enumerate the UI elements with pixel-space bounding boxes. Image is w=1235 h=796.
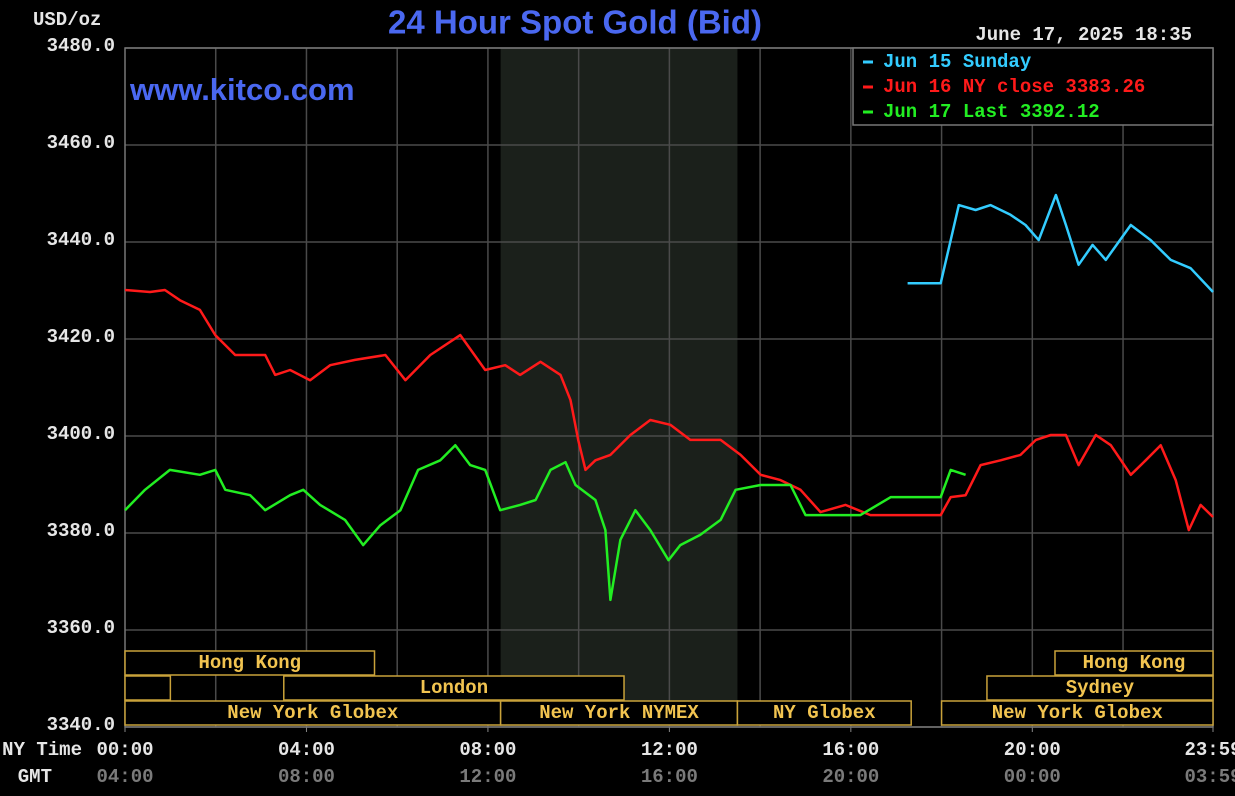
session-label: New York Globex (992, 702, 1163, 724)
x-tick-label: 00:00 (96, 739, 153, 761)
y-tick-label: 3340.0 (47, 714, 115, 736)
session-bar (1054, 650, 1214, 676)
session-bar (124, 650, 376, 676)
chart-title: 24 Hour Spot Gold (Bid) (388, 4, 762, 41)
session-bar (499, 700, 739, 726)
session-label: Sydney (1066, 677, 1135, 699)
x2-axis-label: GMT (18, 766, 52, 788)
series-line (124, 443, 966, 602)
session-bar (124, 675, 172, 701)
legend-label: Jun 17 Last 3392.12 (883, 101, 1100, 123)
shaded-region (500, 48, 738, 727)
legend-box (852, 47, 1214, 126)
x-tick-label: 16:00 (822, 739, 879, 761)
gmt-tick-label: 08:00 (278, 766, 335, 788)
y-tick-label: 3400.0 (47, 423, 115, 445)
y-tick-label: 3360.0 (47, 617, 115, 639)
session-bar (283, 675, 625, 701)
x-tick-label: 12:00 (641, 739, 698, 761)
session-label: New York NYMEX (539, 702, 699, 724)
y-unit: USD/oz (33, 9, 101, 31)
legend-label: Jun 15 Sunday (883, 51, 1032, 73)
session-label: London (420, 677, 488, 699)
gmt-tick-label: 12:00 (459, 766, 516, 788)
session-bar (736, 700, 912, 726)
legend-label: Jun 16 NY close 3383.26 (883, 76, 1145, 98)
gmt-tick-label: 04:00 (96, 766, 153, 788)
gmt-tick-label: 00:00 (1004, 766, 1061, 788)
session-label: Hong Kong (1083, 652, 1186, 674)
session-label: New York Globex (227, 702, 398, 724)
watermark: www.kitco.com (129, 72, 355, 107)
gmt-tick-label: 03:59 (1184, 766, 1235, 788)
gmt-tick-label: 16:00 (641, 766, 698, 788)
y-tick-label: 3420.0 (47, 326, 115, 348)
y-tick-label: 3440.0 (47, 229, 115, 251)
x-tick-label: 04:00 (278, 739, 335, 761)
series-line (907, 193, 1214, 293)
session-label: Hong Kong (198, 652, 301, 674)
y-tick-label: 3460.0 (47, 132, 115, 154)
x-tick-label: 20:00 (1004, 739, 1061, 761)
session-bar (124, 700, 502, 726)
plot-border (124, 47, 1214, 728)
session-label: NY Globex (773, 702, 876, 724)
x-tick-label: 08:00 (459, 739, 516, 761)
gmt-tick-label: 20:00 (822, 766, 879, 788)
session-bar (986, 675, 1214, 701)
timestamp: June 17, 2025 18:35 (975, 24, 1192, 46)
x-axis-label: NY Time (2, 739, 82, 761)
series-line (124, 288, 1214, 532)
session-bar (940, 700, 1214, 726)
x-tick-label: 23:59 (1184, 739, 1235, 761)
y-tick-label: 3380.0 (47, 520, 115, 542)
y-tick-label: 3480.0 (47, 35, 115, 57)
